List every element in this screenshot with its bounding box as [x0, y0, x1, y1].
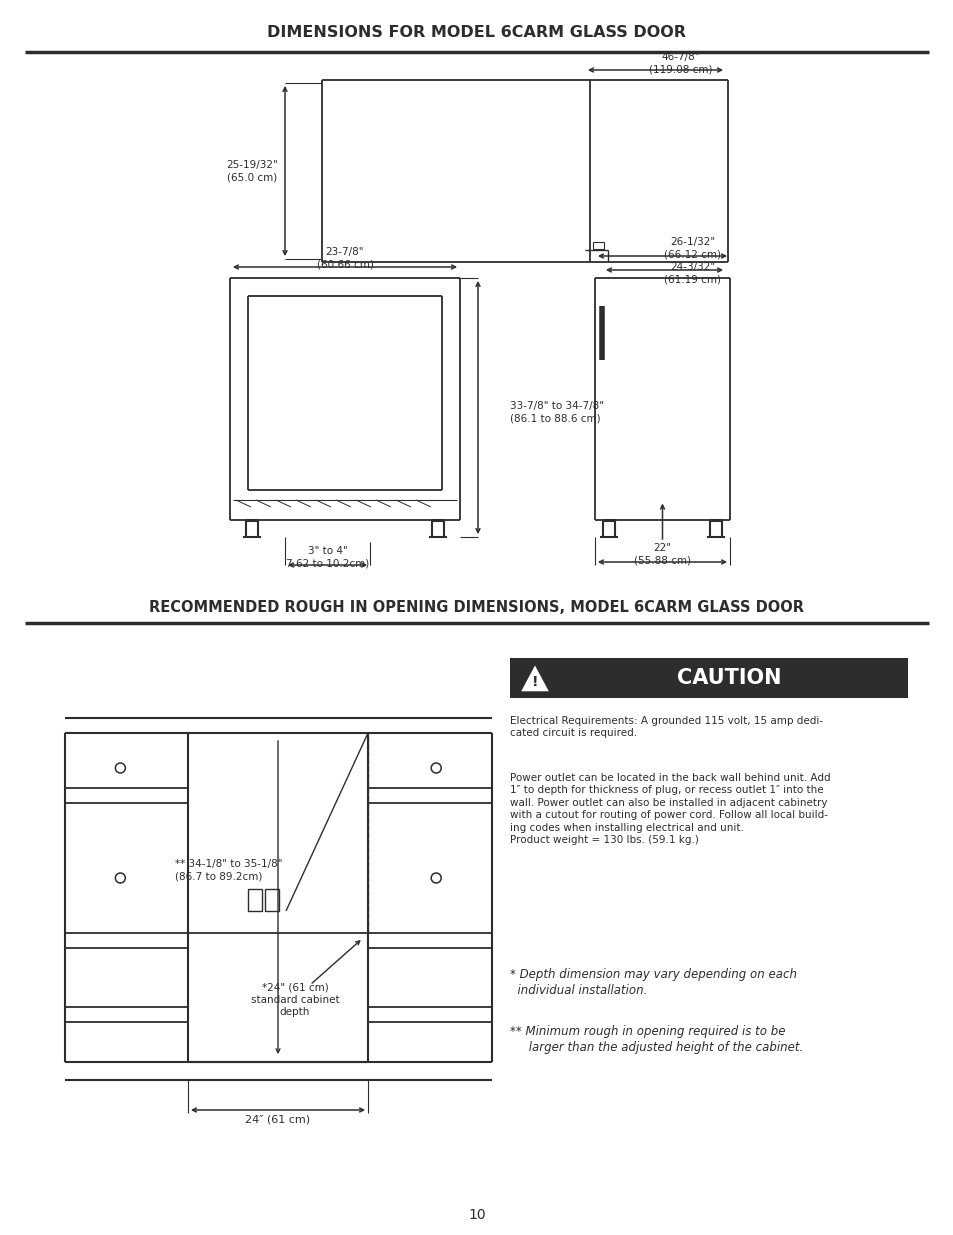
Text: 25-19/32"
(65.0 cm): 25-19/32" (65.0 cm) [226, 159, 277, 183]
FancyBboxPatch shape [510, 658, 907, 698]
Text: 23-7/8"
(60.66 cm): 23-7/8" (60.66 cm) [316, 247, 373, 269]
Text: ** 34-1/8" to 35-1/8"
(86.7 to 89.2cm): ** 34-1/8" to 35-1/8" (86.7 to 89.2cm) [174, 858, 282, 882]
Text: ** Minimum rough in opening required is to be
     larger than the adjusted heig: ** Minimum rough in opening required is … [510, 1025, 802, 1053]
FancyBboxPatch shape [248, 889, 262, 911]
Text: 33-7/8" to 34-7/8"
(86.1 to 88.6 cm): 33-7/8" to 34-7/8" (86.1 to 88.6 cm) [510, 401, 603, 424]
Text: 3" to 4"
7.62 to 10.2cm): 3" to 4" 7.62 to 10.2cm) [286, 546, 369, 568]
Text: !: ! [531, 676, 537, 689]
Text: 26-1/32"
(66.12 cm): 26-1/32" (66.12 cm) [663, 237, 720, 259]
Text: CAUTION: CAUTION [676, 668, 781, 688]
Text: * Depth dimension may vary depending on each
  individual installation.: * Depth dimension may vary depending on … [510, 968, 796, 997]
Text: 24-3/32"
(61.19 cm): 24-3/32" (61.19 cm) [663, 262, 720, 284]
Text: 24″ (61 cm): 24″ (61 cm) [245, 1115, 311, 1125]
Text: *24" (61 cm)
standard cabinet
depth: *24" (61 cm) standard cabinet depth [251, 983, 339, 1018]
Text: Power outlet can be located in the back wall behind unit. Add
1″ to depth for th: Power outlet can be located in the back … [510, 773, 830, 845]
Polygon shape [519, 664, 550, 692]
FancyBboxPatch shape [265, 889, 278, 911]
FancyBboxPatch shape [593, 242, 603, 249]
Text: Electrical Requirements: A grounded 115 volt, 15 amp dedi-
cated circuit is requ: Electrical Requirements: A grounded 115 … [510, 716, 822, 739]
Text: 46-7/8"
(119.08 cm): 46-7/8" (119.08 cm) [648, 52, 712, 74]
Text: DIMENSIONS FOR MODEL 6CARM GLASS DOOR: DIMENSIONS FOR MODEL 6CARM GLASS DOOR [267, 25, 686, 40]
Text: 22"
(55.88 cm): 22" (55.88 cm) [634, 543, 690, 566]
Text: 10: 10 [468, 1208, 485, 1221]
Text: RECOMMENDED ROUGH IN OPENING DIMENSIONS, MODEL 6CARM GLASS DOOR: RECOMMENDED ROUGH IN OPENING DIMENSIONS,… [150, 599, 803, 615]
